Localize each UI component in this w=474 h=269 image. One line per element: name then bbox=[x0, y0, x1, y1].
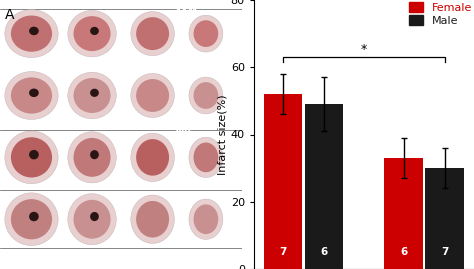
Ellipse shape bbox=[189, 137, 223, 178]
Ellipse shape bbox=[90, 27, 99, 35]
Text: XYM: XYM bbox=[174, 190, 197, 200]
Ellipse shape bbox=[11, 77, 52, 114]
Ellipse shape bbox=[131, 73, 174, 118]
Ellipse shape bbox=[73, 78, 110, 113]
Text: 7: 7 bbox=[441, 247, 448, 257]
Ellipse shape bbox=[68, 132, 116, 183]
Ellipse shape bbox=[11, 16, 52, 52]
Ellipse shape bbox=[90, 89, 99, 97]
Bar bbox=[425, 168, 464, 269]
Ellipse shape bbox=[136, 79, 169, 112]
Bar bbox=[264, 94, 302, 269]
Text: 7: 7 bbox=[279, 247, 287, 257]
Ellipse shape bbox=[68, 72, 116, 119]
Ellipse shape bbox=[73, 138, 110, 177]
Text: A: A bbox=[5, 8, 14, 22]
Ellipse shape bbox=[29, 212, 39, 221]
Ellipse shape bbox=[5, 72, 58, 119]
Ellipse shape bbox=[90, 212, 99, 221]
Ellipse shape bbox=[136, 17, 169, 50]
Y-axis label: Infarct size(%): Infarct size(%) bbox=[218, 94, 228, 175]
Ellipse shape bbox=[29, 89, 39, 97]
Ellipse shape bbox=[189, 77, 223, 114]
Ellipse shape bbox=[193, 82, 218, 109]
Ellipse shape bbox=[90, 150, 99, 159]
Ellipse shape bbox=[193, 204, 218, 234]
Ellipse shape bbox=[73, 16, 110, 51]
Text: 6: 6 bbox=[400, 247, 407, 257]
Ellipse shape bbox=[73, 200, 110, 239]
Ellipse shape bbox=[68, 194, 116, 245]
Bar bbox=[384, 158, 423, 269]
Ellipse shape bbox=[5, 10, 58, 58]
Ellipse shape bbox=[29, 27, 39, 35]
Ellipse shape bbox=[131, 133, 174, 182]
Text: XXM: XXM bbox=[174, 7, 197, 16]
Ellipse shape bbox=[5, 193, 58, 246]
Ellipse shape bbox=[136, 139, 169, 176]
Ellipse shape bbox=[131, 12, 174, 56]
Ellipse shape bbox=[29, 150, 39, 160]
Text: XXF: XXF bbox=[174, 69, 194, 78]
Bar bbox=[305, 104, 343, 269]
Ellipse shape bbox=[11, 137, 52, 178]
Text: *: * bbox=[361, 43, 367, 56]
Text: 6: 6 bbox=[320, 247, 328, 257]
Ellipse shape bbox=[189, 199, 223, 239]
Ellipse shape bbox=[131, 195, 174, 243]
Ellipse shape bbox=[5, 131, 58, 184]
Ellipse shape bbox=[11, 199, 52, 239]
Ellipse shape bbox=[189, 15, 223, 52]
Ellipse shape bbox=[68, 10, 116, 57]
Ellipse shape bbox=[193, 143, 218, 172]
Ellipse shape bbox=[193, 20, 218, 47]
Text: XYF: XYF bbox=[174, 129, 194, 138]
Legend: Female, Male: Female, Male bbox=[409, 2, 472, 26]
Ellipse shape bbox=[136, 201, 169, 238]
